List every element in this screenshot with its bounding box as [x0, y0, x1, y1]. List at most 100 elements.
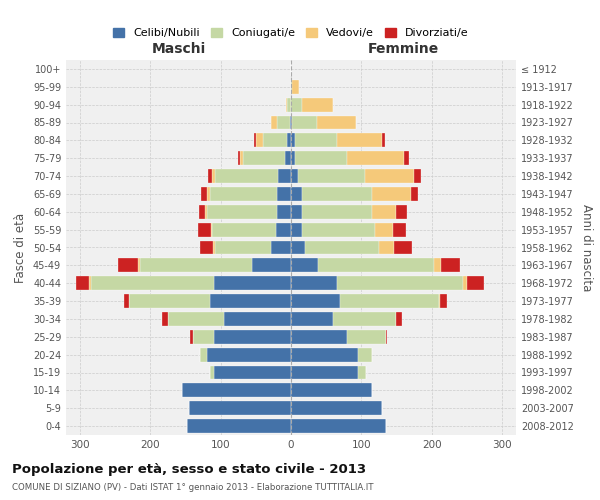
Bar: [372, 205, 397, 219]
Bar: [291, 80, 292, 94]
Bar: [211, 222, 212, 236]
Bar: [365, 169, 414, 183]
Bar: [292, 80, 299, 94]
Bar: [140, 258, 253, 272]
Bar: [243, 151, 286, 165]
Bar: [347, 330, 386, 344]
Bar: [238, 151, 239, 165]
Bar: [295, 151, 347, 165]
Bar: [91, 276, 214, 290]
Bar: [291, 384, 372, 398]
Bar: [347, 151, 404, 165]
Bar: [337, 134, 382, 147]
Bar: [205, 205, 206, 219]
Bar: [337, 276, 463, 290]
Bar: [291, 348, 358, 362]
Bar: [210, 366, 214, 380]
Bar: [376, 222, 393, 236]
Bar: [287, 134, 291, 147]
Bar: [318, 258, 434, 272]
Bar: [291, 330, 347, 344]
Bar: [291, 240, 305, 254]
Bar: [434, 258, 441, 272]
Bar: [212, 222, 275, 236]
Bar: [212, 169, 215, 183]
Bar: [397, 205, 407, 219]
Bar: [213, 240, 215, 254]
Bar: [286, 98, 287, 112]
Y-axis label: Anni di nascita: Anni di nascita: [580, 204, 593, 291]
Bar: [206, 187, 210, 201]
Bar: [189, 401, 291, 415]
Bar: [206, 348, 291, 362]
Bar: [198, 222, 211, 236]
Bar: [440, 294, 447, 308]
Y-axis label: Fasce di età: Fasce di età: [14, 212, 27, 282]
Bar: [277, 205, 291, 219]
Bar: [291, 116, 292, 130]
Bar: [275, 222, 291, 236]
Bar: [291, 169, 298, 183]
Bar: [317, 116, 356, 130]
Bar: [291, 312, 333, 326]
Bar: [291, 401, 382, 415]
Bar: [305, 240, 379, 254]
Bar: [386, 330, 388, 344]
Bar: [291, 258, 318, 272]
Bar: [358, 366, 366, 380]
Bar: [215, 169, 278, 183]
Bar: [302, 222, 376, 236]
Bar: [410, 187, 418, 201]
Bar: [298, 169, 365, 183]
Text: Maschi: Maschi: [151, 42, 206, 56]
Bar: [291, 366, 358, 380]
Bar: [397, 312, 402, 326]
Bar: [200, 240, 213, 254]
Bar: [254, 134, 256, 147]
Bar: [302, 205, 372, 219]
Bar: [291, 98, 302, 112]
Bar: [291, 294, 340, 308]
Bar: [394, 240, 412, 254]
Bar: [291, 187, 302, 201]
Bar: [214, 330, 291, 344]
Bar: [168, 312, 224, 326]
Bar: [253, 258, 291, 272]
Bar: [76, 276, 89, 290]
Bar: [333, 312, 397, 326]
Bar: [287, 98, 291, 112]
Bar: [290, 116, 291, 130]
Bar: [379, 240, 394, 254]
Bar: [291, 419, 386, 433]
Bar: [358, 348, 372, 362]
Bar: [190, 330, 193, 344]
Bar: [201, 187, 206, 201]
Bar: [382, 134, 385, 147]
Bar: [208, 169, 212, 183]
Bar: [224, 312, 291, 326]
Bar: [372, 187, 410, 201]
Bar: [256, 134, 263, 147]
Bar: [271, 240, 291, 254]
Bar: [441, 258, 460, 272]
Bar: [414, 169, 421, 183]
Bar: [291, 151, 295, 165]
Bar: [129, 294, 210, 308]
Bar: [277, 187, 291, 201]
Bar: [210, 294, 291, 308]
Bar: [187, 419, 291, 433]
Bar: [214, 276, 291, 290]
Bar: [163, 312, 168, 326]
Bar: [404, 151, 409, 165]
Bar: [193, 330, 214, 344]
Bar: [89, 276, 91, 290]
Bar: [292, 116, 317, 130]
Bar: [263, 134, 287, 147]
Bar: [214, 366, 291, 380]
Bar: [291, 134, 295, 147]
Bar: [271, 116, 277, 130]
Bar: [286, 151, 291, 165]
Bar: [439, 294, 440, 308]
Text: Femmine: Femmine: [368, 42, 439, 56]
Bar: [210, 187, 277, 201]
